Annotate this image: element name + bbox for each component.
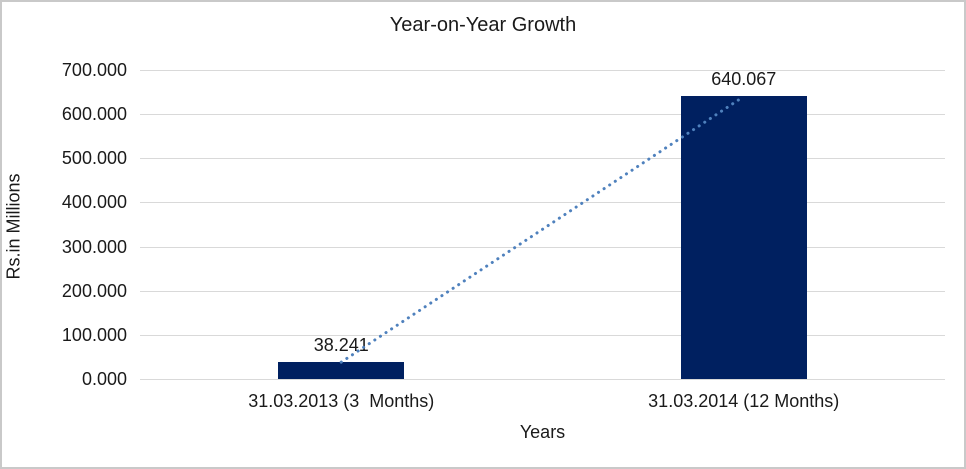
gridline [140,70,945,71]
bar [278,362,405,379]
y-tick-label: 200.000 [61,281,127,301]
x-axis-title: Years [519,422,566,442]
y-tick-label: 300.000 [61,237,127,257]
gridline [140,379,945,380]
bar-data-label: 38.241 [313,335,369,356]
gridline [140,291,945,292]
chart-title: Year-on-Year Growth [389,14,577,36]
bar [680,96,807,379]
x-category-label: 31.03.2014 (12 Months) [648,391,840,411]
y-tick-label: 700.000 [61,60,127,80]
bar-data-label: 640.067 [711,69,777,90]
gridline [140,114,945,115]
y-tick-label: 400.000 [61,192,127,212]
y-tick-label: 0.000 [81,369,127,389]
gridline [140,247,945,248]
y-tick-label: 600.000 [61,104,127,124]
x-category-label: 31.03.2013 (3 Months) [248,391,435,411]
y-tick-label: 500.000 [61,148,127,168]
gridline [140,202,945,203]
y-tick-label: 100.000 [61,325,127,345]
y-axis-title: Rs.in Millions [3,173,24,280]
gridline [140,158,945,159]
